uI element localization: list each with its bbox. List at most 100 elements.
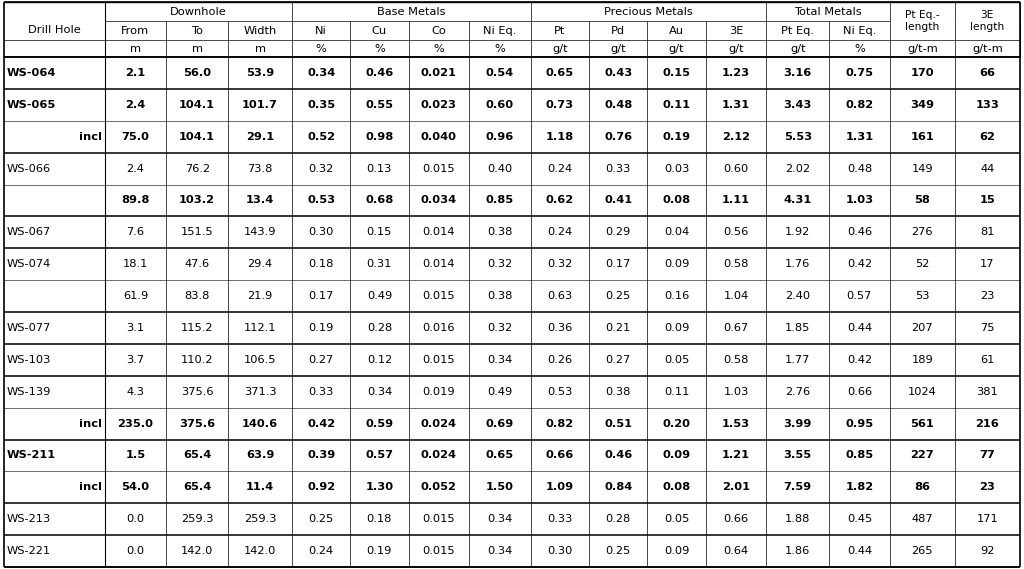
Text: 104.1: 104.1 bbox=[179, 131, 215, 142]
Text: 0.28: 0.28 bbox=[367, 323, 392, 333]
Text: 0.19: 0.19 bbox=[663, 131, 690, 142]
Text: 0.019: 0.019 bbox=[423, 387, 456, 397]
Text: 0.82: 0.82 bbox=[546, 419, 574, 428]
Text: 0.08: 0.08 bbox=[663, 483, 690, 492]
Text: 0.34: 0.34 bbox=[307, 68, 335, 78]
Text: 375.6: 375.6 bbox=[179, 419, 215, 428]
Text: 106.5: 106.5 bbox=[244, 355, 276, 365]
Text: 0.016: 0.016 bbox=[423, 323, 455, 333]
Text: %: % bbox=[315, 43, 327, 53]
Text: 1.88: 1.88 bbox=[785, 514, 810, 524]
Text: 0.31: 0.31 bbox=[367, 259, 392, 269]
Text: 61.9: 61.9 bbox=[123, 291, 148, 301]
Text: 0.75: 0.75 bbox=[846, 68, 873, 78]
Text: 0.60: 0.60 bbox=[723, 163, 749, 174]
Text: %: % bbox=[374, 43, 385, 53]
Text: g/t: g/t bbox=[790, 43, 806, 53]
Text: 0.023: 0.023 bbox=[421, 100, 457, 110]
Text: 0.015: 0.015 bbox=[423, 355, 456, 365]
Text: 110.2: 110.2 bbox=[181, 355, 213, 365]
Text: 3.99: 3.99 bbox=[783, 419, 812, 428]
Text: 0.09: 0.09 bbox=[664, 546, 689, 556]
Text: 235.0: 235.0 bbox=[118, 419, 154, 428]
Text: 54.0: 54.0 bbox=[122, 483, 150, 492]
Text: m: m bbox=[191, 43, 203, 53]
Text: 0.82: 0.82 bbox=[846, 100, 873, 110]
Text: 18.1: 18.1 bbox=[123, 259, 148, 269]
Text: Pt: Pt bbox=[554, 26, 565, 35]
Text: 3E
length: 3E length bbox=[971, 10, 1005, 32]
Text: WS-211: WS-211 bbox=[7, 451, 56, 460]
Text: 1.03: 1.03 bbox=[723, 387, 749, 397]
Text: 0.85: 0.85 bbox=[486, 195, 514, 205]
Text: 53: 53 bbox=[915, 291, 930, 301]
Text: 0.15: 0.15 bbox=[367, 227, 392, 237]
Text: 1.86: 1.86 bbox=[785, 546, 810, 556]
Text: 4.3: 4.3 bbox=[126, 387, 144, 397]
Text: 0.34: 0.34 bbox=[487, 355, 513, 365]
Text: 0.84: 0.84 bbox=[604, 483, 633, 492]
Text: 0.15: 0.15 bbox=[663, 68, 690, 78]
Text: 7.59: 7.59 bbox=[783, 483, 812, 492]
Text: 0.09: 0.09 bbox=[663, 451, 690, 460]
Text: 0.19: 0.19 bbox=[308, 323, 334, 333]
Text: 1.31: 1.31 bbox=[722, 100, 750, 110]
Text: 259.3: 259.3 bbox=[244, 514, 276, 524]
Text: 140.6: 140.6 bbox=[242, 419, 279, 428]
Text: 0.66: 0.66 bbox=[847, 387, 872, 397]
Text: 0.17: 0.17 bbox=[605, 259, 631, 269]
Text: 0.014: 0.014 bbox=[423, 259, 455, 269]
Text: 0.32: 0.32 bbox=[487, 259, 513, 269]
Text: WS-067: WS-067 bbox=[7, 227, 51, 237]
Text: 0.60: 0.60 bbox=[486, 100, 514, 110]
Text: 56.0: 56.0 bbox=[183, 68, 211, 78]
Text: 1.21: 1.21 bbox=[722, 451, 750, 460]
Text: 1.09: 1.09 bbox=[546, 483, 574, 492]
Text: %: % bbox=[495, 43, 506, 53]
Text: 3.43: 3.43 bbox=[783, 100, 812, 110]
Text: 0.98: 0.98 bbox=[366, 131, 393, 142]
Text: 0.040: 0.040 bbox=[421, 131, 457, 142]
Text: g/t-m: g/t-m bbox=[907, 43, 938, 53]
Text: 0.58: 0.58 bbox=[723, 259, 749, 269]
Text: 77: 77 bbox=[980, 451, 995, 460]
Text: 0.48: 0.48 bbox=[847, 163, 872, 174]
Text: 0.17: 0.17 bbox=[308, 291, 334, 301]
Text: 0.09: 0.09 bbox=[664, 323, 689, 333]
Text: 23: 23 bbox=[980, 483, 995, 492]
Text: 89.8: 89.8 bbox=[121, 195, 150, 205]
Text: Ni Eq.: Ni Eq. bbox=[843, 26, 877, 35]
Text: 0.32: 0.32 bbox=[308, 163, 334, 174]
Text: 0.51: 0.51 bbox=[604, 419, 632, 428]
Text: WS-065: WS-065 bbox=[7, 100, 56, 110]
Text: 52: 52 bbox=[915, 259, 930, 269]
Text: 151.5: 151.5 bbox=[181, 227, 213, 237]
Text: 0.38: 0.38 bbox=[487, 291, 513, 301]
Text: 0.58: 0.58 bbox=[723, 355, 749, 365]
Text: 1024: 1024 bbox=[908, 387, 937, 397]
Text: 0.34: 0.34 bbox=[367, 387, 392, 397]
Text: 0.41: 0.41 bbox=[604, 195, 633, 205]
Text: 0.95: 0.95 bbox=[846, 419, 873, 428]
Text: 0.25: 0.25 bbox=[605, 291, 631, 301]
Text: 0.42: 0.42 bbox=[847, 259, 872, 269]
Text: 2.01: 2.01 bbox=[722, 483, 750, 492]
Text: 2.1: 2.1 bbox=[125, 68, 145, 78]
Text: 0.34: 0.34 bbox=[487, 546, 513, 556]
Text: 2.12: 2.12 bbox=[722, 131, 750, 142]
Text: 133: 133 bbox=[976, 100, 999, 110]
Text: 0.26: 0.26 bbox=[548, 355, 572, 365]
Text: 0.38: 0.38 bbox=[487, 227, 513, 237]
Text: Downhole: Downhole bbox=[170, 6, 226, 17]
Text: 1.76: 1.76 bbox=[785, 259, 810, 269]
Text: 29.4: 29.4 bbox=[248, 259, 272, 269]
Text: 216: 216 bbox=[976, 419, 999, 428]
Text: To: To bbox=[191, 26, 203, 35]
Text: 0.015: 0.015 bbox=[423, 163, 456, 174]
Text: 73.8: 73.8 bbox=[248, 163, 272, 174]
Text: 0.66: 0.66 bbox=[723, 514, 749, 524]
Text: 58: 58 bbox=[914, 195, 930, 205]
Text: Pd: Pd bbox=[611, 26, 626, 35]
Text: 3.55: 3.55 bbox=[783, 451, 812, 460]
Text: 0.53: 0.53 bbox=[547, 387, 572, 397]
